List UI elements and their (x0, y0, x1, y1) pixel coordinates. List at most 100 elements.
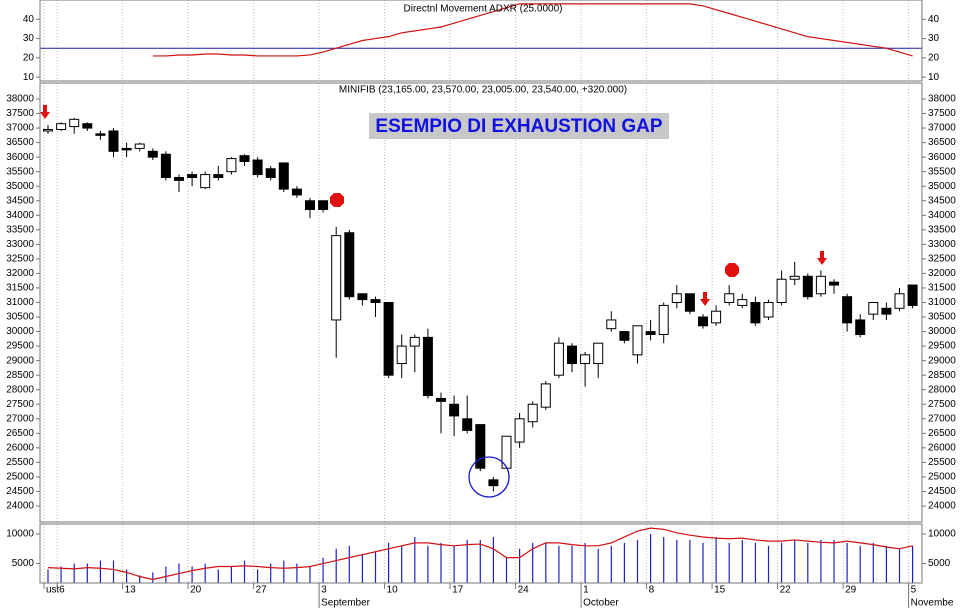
y-tick-label: 29500 (6, 341, 34, 352)
y-tick-label: 31500 (928, 283, 956, 294)
line (47, 527, 913, 581)
candle-body (698, 316, 708, 327)
candle-body (344, 232, 355, 298)
candle-body (370, 299, 381, 303)
candle-body (842, 296, 853, 324)
x-tick-label: 17 (452, 585, 464, 596)
y-tick-label: 30000 (928, 326, 956, 337)
y-tick-label: 34000 (6, 210, 34, 221)
x-tick-label: 10 (387, 585, 399, 596)
y-tick-label: 37500 (6, 108, 34, 119)
candle-body (134, 143, 145, 149)
candle-body (553, 342, 564, 376)
candle-body (527, 403, 538, 423)
candle-body (383, 302, 394, 376)
candle-body (632, 325, 643, 356)
candle-body (108, 130, 119, 152)
y-tick-label: 24000 (928, 501, 956, 512)
candle-body (449, 403, 460, 417)
y-tick-label: 30000 (6, 326, 34, 337)
y-tick-label: 30500 (6, 312, 34, 323)
arrow (817, 251, 827, 265)
y-tick-label: 34000 (928, 210, 956, 221)
candle-body (802, 275, 813, 298)
y-tick-label: 33500 (6, 224, 34, 235)
candle-body (776, 278, 787, 304)
stop-sign (330, 193, 344, 207)
y-tick-label: 24500 (6, 486, 34, 497)
y-tick-label: 32500 (928, 254, 956, 265)
candle-body (724, 293, 735, 303)
candle-body (462, 418, 473, 431)
candle-body (868, 302, 879, 315)
line (152, 3, 913, 57)
candle-body (829, 281, 839, 286)
y-tick-label: 25000 (6, 472, 34, 483)
x-tick-label: 6 (59, 585, 65, 596)
candle-body (252, 159, 263, 176)
candle-body (305, 200, 315, 210)
y-tick-label: 33500 (928, 224, 956, 235)
x-tick-label: 22 (780, 585, 792, 596)
x-tick-label: 13 (125, 585, 137, 596)
candle-body (907, 284, 918, 306)
y-tick-label: 25500 (928, 457, 956, 468)
candle-body (606, 319, 617, 330)
candle-body (357, 293, 368, 301)
x-tick-label: 15 (714, 585, 726, 596)
candle-body (514, 418, 525, 443)
arrow (40, 105, 50, 119)
y-tick-label: 29000 (928, 355, 956, 366)
candle-body (213, 174, 224, 178)
y-tick-label: 37500 (928, 108, 956, 119)
candle-body (187, 174, 198, 178)
candle-body (265, 168, 276, 178)
y-tick-label: 34500 (928, 195, 956, 206)
candle-body (763, 302, 774, 318)
x-tick-label: ust (46, 585, 60, 596)
y-tick-label: 40 (928, 14, 940, 25)
candle-body (881, 307, 892, 315)
candle-body (894, 293, 905, 309)
candle-body (69, 118, 80, 128)
y-tick-label: 31000 (928, 297, 956, 308)
y-tick-label: 28000 (6, 384, 34, 395)
y-tick-label: 34500 (6, 195, 34, 206)
y-tick-label: 24500 (928, 486, 956, 497)
y-tick-label: 27500 (6, 399, 34, 410)
candle-body (239, 155, 250, 162)
y-tick-label: 27000 (6, 413, 34, 424)
y-tick-label: 31500 (6, 283, 34, 294)
y-tick-label: 32000 (928, 268, 956, 279)
volume-frame (39, 523, 923, 584)
annotation: ESEMPIO DI EXHAUSTION GAP (375, 116, 662, 137)
y-tick-label: 31000 (6, 297, 34, 308)
y-tick-label: 33000 (6, 239, 34, 250)
candle-body (226, 158, 237, 173)
y-tick-label: 26500 (928, 428, 956, 439)
candle-body (278, 162, 289, 190)
candle-body (475, 424, 486, 469)
y-tick-label: 38000 (6, 94, 34, 105)
y-tick-label: 27000 (928, 413, 956, 424)
candle-body (567, 345, 577, 365)
candle-body (593, 342, 604, 365)
candle-body (56, 123, 67, 131)
candle-body (95, 133, 106, 136)
candle-body (750, 302, 761, 324)
month-label: Novembe (911, 598, 954, 608)
y-tick-label: 26000 (928, 443, 956, 454)
y-tick-label: 10 (23, 72, 35, 83)
candle-body (43, 129, 53, 132)
x-tick-label: 27 (256, 585, 268, 596)
candle-body (174, 176, 184, 181)
candle-body (147, 150, 158, 158)
candle-body (436, 397, 446, 402)
y-tick-label: 29000 (6, 355, 34, 366)
y-tick-label: 10 (928, 72, 940, 83)
candle-body (671, 293, 682, 303)
y-tick-label: 26500 (6, 428, 34, 439)
candle-body (409, 336, 420, 347)
candle-body (160, 153, 171, 178)
